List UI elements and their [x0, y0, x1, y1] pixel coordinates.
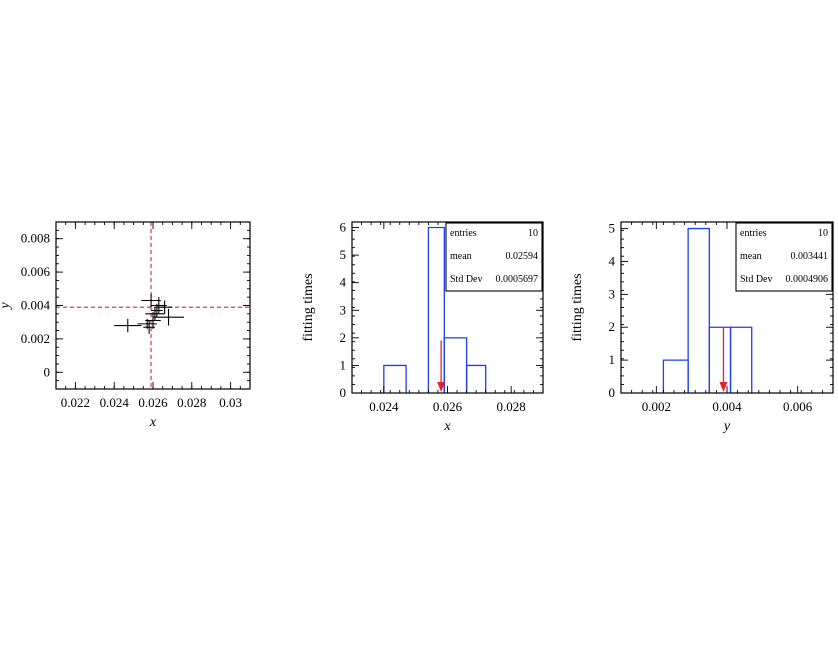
stats-value: 0.0005697	[496, 274, 539, 285]
x-axis-label: x	[443, 419, 451, 434]
y-tick-label: 1	[340, 357, 347, 372]
histogram-bin	[662, 359, 689, 393]
stats-label: Std Dev	[740, 274, 773, 285]
x-tick-label: 0.006	[783, 399, 813, 414]
stats-box: entries 10 mean 0.02594 Std Dev 0.0005697	[445, 222, 543, 292]
x-tick-label: 0.024	[369, 399, 399, 414]
mean-marker-arrowhead	[719, 382, 728, 392]
mean-marker-arrowhead	[437, 382, 446, 392]
y-tick-label: 0	[44, 364, 51, 379]
x-tick-label: 0.024	[100, 395, 130, 410]
y-tick-label: 2	[609, 319, 616, 334]
stats-box: entries 10 mean 0.003441 Std Dev 0.0004906	[735, 222, 833, 292]
data-point	[145, 307, 165, 321]
data-point	[114, 318, 142, 333]
stats-label: entries	[740, 228, 767, 239]
data-point	[143, 320, 155, 334]
y-tick-label: 0.002	[21, 331, 50, 346]
histogram-x-panel: 0.024 0.026 0.028 0 1 2 3 4 5 6 x fitting times entr…	[301, 220, 544, 434]
x-axis-label: x	[149, 415, 157, 430]
y-tick-label: 0.008	[21, 231, 50, 246]
stats-box-frame	[735, 222, 833, 292]
stats-label: mean	[740, 251, 762, 262]
histogram-bin	[465, 364, 487, 393]
data-point	[156, 300, 173, 314]
histogram-bin	[383, 364, 407, 393]
x-tick-label: 0.026	[138, 395, 168, 410]
stats-value: 0.02594	[506, 251, 539, 262]
data-point	[141, 293, 161, 308]
histogram-bin	[427, 226, 445, 393]
histogram-bin	[729, 326, 753, 393]
y-tick-label: 2	[340, 330, 347, 345]
x-tick-label: 0.03	[219, 395, 242, 410]
y-tick-label: 4	[609, 253, 616, 268]
x-tick-label: 0.028	[177, 395, 206, 410]
x-tick-label: 0.004	[712, 399, 742, 414]
scatter-panel: 0.022 0.024 0.026 0.028 0.03 0 0.002 0.004 0.006…	[0, 221, 251, 430]
y-tick-label: 0.006	[21, 264, 51, 279]
histogram-bin	[443, 337, 468, 393]
histogram-y-panel: 0.002 0.004 0.006 0 1 2 3 4 5 y fitting times entri…	[570, 221, 834, 434]
stats-box-frame	[445, 222, 543, 292]
stats-value: 0.0004906	[786, 274, 829, 285]
y-tick-label: 1	[609, 352, 616, 367]
stats-value: 0.003441	[791, 251, 829, 262]
y-tick-label: 3	[609, 286, 616, 301]
y-tick-label: 5	[340, 247, 347, 262]
y-axis-label: y	[0, 302, 13, 311]
data-point	[151, 297, 167, 314]
data-point	[153, 308, 185, 326]
y-tick-label: 5	[609, 221, 616, 236]
x-axis-label: y	[722, 419, 731, 434]
stats-value: 10	[528, 228, 538, 239]
x-tick-label: 0.026	[433, 399, 463, 414]
stats-label: Std Dev	[450, 274, 483, 285]
stats-label: mean	[450, 251, 472, 262]
y-tick-label: 0	[340, 385, 347, 400]
histogram-bin	[687, 227, 710, 393]
y-tick-label: 0.004	[21, 298, 51, 313]
y-tick-label: 0	[609, 385, 616, 400]
data-point	[145, 312, 161, 329]
x-tick-label: 0.022	[61, 395, 90, 410]
x-tick-label: 0.028	[497, 399, 526, 414]
stats-label: entries	[450, 228, 477, 239]
y-tick-label: 6	[340, 220, 347, 235]
y-axis-label: fitting times	[301, 273, 316, 341]
stats-value: 10	[818, 228, 828, 239]
y-tick-label: 3	[340, 302, 347, 317]
y-axis-label: fitting times	[570, 273, 585, 341]
x-tick-label: 0.002	[642, 399, 671, 414]
data-point	[151, 303, 163, 318]
y-tick-label: 4	[340, 275, 347, 290]
